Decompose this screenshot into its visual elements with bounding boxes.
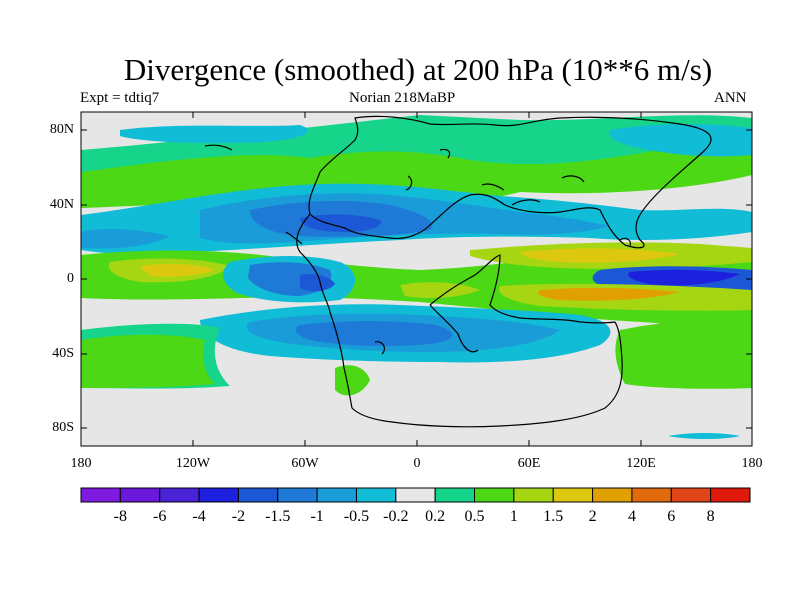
lon-label-60e: 60E [517, 456, 541, 471]
colorbar-label: 1.5 [543, 508, 564, 525]
colorbar-box [80, 487, 121, 503]
experiment-label: Expt = tdtiq7 [80, 90, 160, 106]
colorbar-box [355, 487, 397, 503]
lat-label-80s: 80S [52, 420, 74, 435]
colorbar-box [159, 487, 200, 503]
lat-label-80n: 80N [49, 122, 74, 137]
plot-title: Divergence (smoothed) at 200 hPa (10**6 … [123, 52, 713, 87]
axis-ticks [80, 112, 752, 446]
colorbar-box [670, 487, 712, 503]
colorbar-box [119, 487, 161, 503]
field-patch-south-indian-orange [538, 287, 680, 301]
colorbar-box [631, 487, 672, 503]
island-arc-8 [204, 144, 233, 151]
island-arc-6 [619, 237, 631, 247]
colorbar-box [552, 487, 594, 503]
divergence-field [81, 112, 752, 446]
lon-label-180e: 180 [741, 456, 763, 471]
colorbar-label: 1 [509, 508, 518, 525]
colorbar-label: -1 [310, 508, 324, 525]
island-arc-9 [285, 231, 303, 245]
island-arc-5 [405, 175, 413, 191]
colorbar-label: 0.5 [464, 508, 485, 525]
colorbar-label: 4 [627, 508, 636, 525]
colorbar-box [474, 487, 515, 503]
island-arc-7 [374, 341, 386, 355]
field-patch-southern-ocean-green [335, 365, 370, 396]
colorbar-label: 0.2 [425, 508, 446, 525]
colorbar-box [316, 487, 357, 503]
lon-label-120e: 120E [626, 456, 656, 471]
season-label: ANN [714, 90, 747, 106]
lon-label-60w: 60W [291, 456, 319, 471]
field-patch-atlantic-deepblue [300, 214, 381, 232]
lon-label-180w: 180 [70, 456, 92, 471]
field-band-south-green [81, 334, 215, 388]
colorbar-box [395, 487, 436, 503]
lat-label-40n: 40N [49, 197, 74, 212]
colorbar-box [710, 487, 751, 503]
colorbar-label: -1.5 [265, 508, 291, 525]
pangaea-outline [308, 115, 712, 249]
colorbar-label: -2 [231, 508, 246, 525]
colorbar-label: -6 [153, 508, 167, 525]
colorbar-label: -8 [113, 508, 127, 525]
field-patch-south-pole-cyan [668, 433, 740, 439]
field-patch-indian-yellow [520, 248, 680, 263]
island-arc-3 [561, 175, 585, 183]
field-patch-ne-cyan [609, 124, 752, 157]
colorbar [80, 487, 751, 503]
island-arc-2 [511, 199, 541, 206]
island-arc-4 [439, 148, 451, 159]
lat-label-40s: 40S [52, 346, 74, 361]
colorbar-label: 8 [706, 508, 715, 525]
field-band-southeast-green [615, 319, 752, 389]
field-patch-equatorial-deepblue [628, 269, 740, 286]
map-frame [80, 111, 753, 447]
period-label: Norian 218MaBP [349, 90, 456, 106]
island-arc-1 [481, 183, 505, 191]
colorbar-box [277, 487, 318, 503]
colorbar-box [592, 487, 633, 503]
colorbar-box [237, 487, 279, 503]
colorbar-box [198, 487, 239, 503]
lon-label-120w: 120W [175, 456, 211, 471]
field-patch-west-cyan [81, 229, 170, 249]
colorbar-label: -0.5 [343, 508, 370, 525]
colorbar-label: -0.2 [383, 508, 409, 525]
field-patch-south-atlantic-yellowgreen [400, 282, 480, 298]
colorbar-box [434, 487, 476, 503]
lat-label-0: 0 [67, 271, 74, 286]
field-patch-nw-cyan [120, 125, 308, 144]
south-atlantic-coast [429, 304, 479, 353]
colorbar-label: -4 [192, 508, 206, 525]
colorbar-box [513, 487, 554, 503]
lon-label-0: 0 [413, 456, 421, 471]
southern-block-outline [429, 254, 616, 324]
field-patch-andes-deepblue [300, 274, 335, 292]
coastlines [204, 115, 712, 428]
colorbar-label: 6 [667, 508, 676, 525]
colorbar-label: 2 [588, 508, 597, 525]
west-coast-outline [296, 213, 623, 428]
field-patch-pacific-yellow [140, 263, 215, 277]
